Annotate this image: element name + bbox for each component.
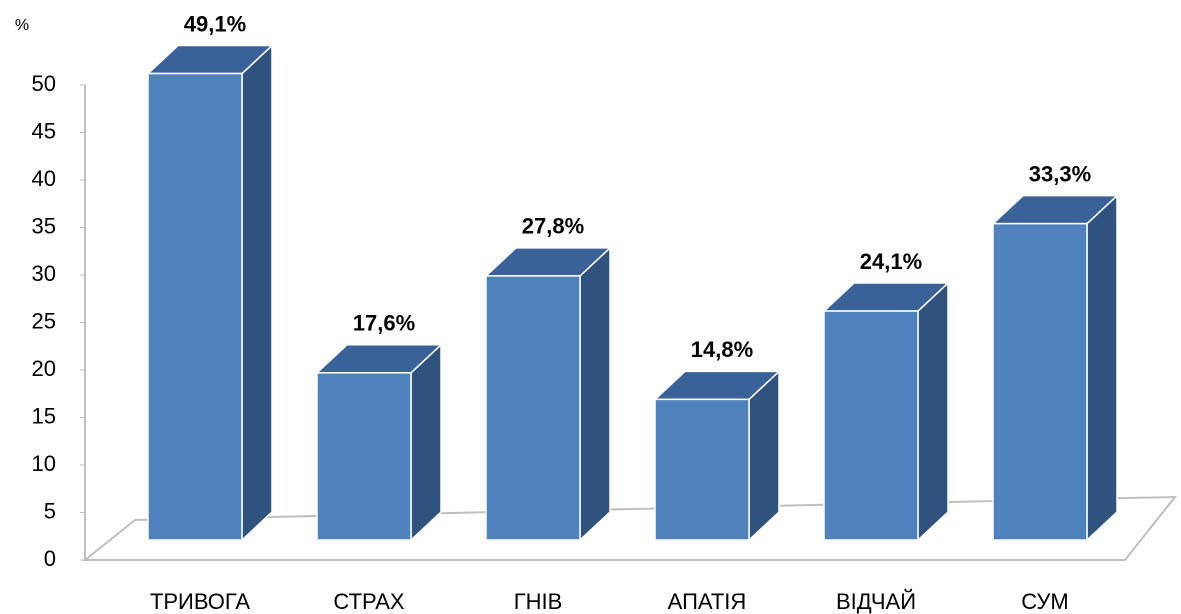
value-label: 27,8% <box>522 214 584 239</box>
y-tick-label: 10 <box>32 451 56 476</box>
x-tick-label: ВІДЧАЙ <box>836 589 916 614</box>
y-tick-label: 50 <box>32 71 56 96</box>
x-tick-label: СУМ <box>1021 589 1068 614</box>
bar <box>823 310 919 541</box>
y-tick-label: 5 <box>44 498 56 523</box>
y-tick-label: 0 <box>44 546 56 571</box>
x-tick-label: ГНІВ <box>514 589 563 614</box>
bar-side <box>917 281 949 542</box>
x-tick-label: АПАТІЯ <box>668 589 747 614</box>
bar <box>316 372 412 541</box>
bar <box>147 72 243 541</box>
bar <box>485 275 581 541</box>
value-label: 14,8% <box>691 337 753 362</box>
y-tick-label: 20 <box>32 356 56 381</box>
y-tick-label: 30 <box>32 261 56 286</box>
bar-side <box>579 246 611 542</box>
bar-side <box>241 43 273 542</box>
bar-side <box>1086 193 1118 542</box>
y-tick-label: 40 <box>32 166 56 191</box>
y-tick-label: 45 <box>32 118 56 143</box>
value-label: 49,1% <box>184 11 246 36</box>
value-label: 33,3% <box>1029 161 1091 186</box>
y-unit: % <box>15 17 29 34</box>
bar-side <box>748 369 780 542</box>
x-tick-label: ТРИВОГА <box>150 589 250 614</box>
y-tick-label: 15 <box>32 403 56 428</box>
y-tick-label: 35 <box>32 213 56 238</box>
y-tick-label: 25 <box>32 308 56 333</box>
x-tick-label: СТРАХ <box>333 589 404 614</box>
bar <box>992 222 1088 541</box>
floor <box>82 495 1178 561</box>
value-label: 17,6% <box>353 311 415 336</box>
bar-side <box>410 343 442 542</box>
value-label: 24,1% <box>860 249 922 274</box>
bar <box>654 398 750 541</box>
